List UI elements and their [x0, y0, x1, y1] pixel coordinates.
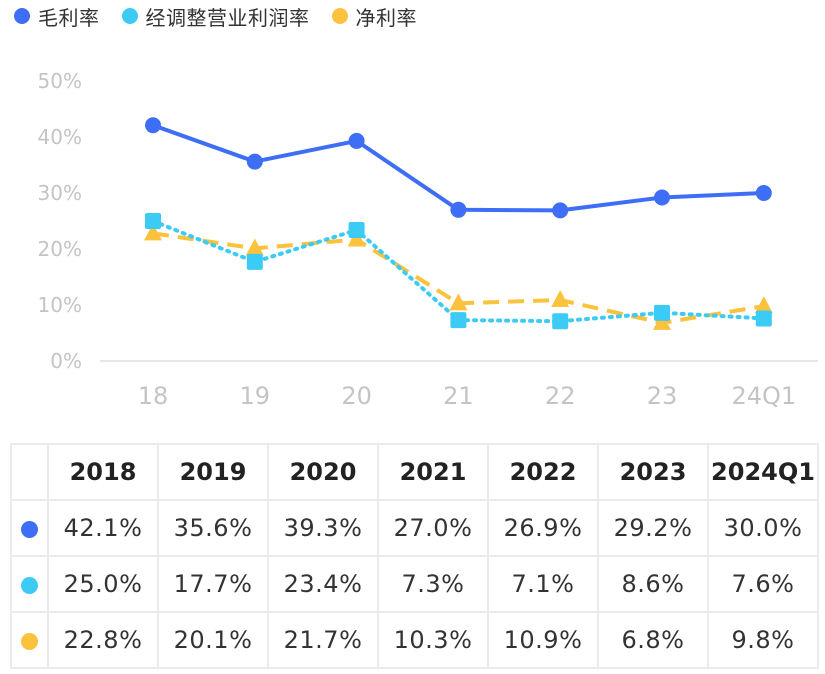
table-cell: 26.9%	[487, 499, 599, 557]
line-chart: 0% 10% 20% 30% 40% 50% 18 19 20 21 22 23 24Q1	[38, 69, 818, 410]
legend-marker-adjusted-op-margin	[121, 8, 138, 24]
legend-marker-gross-margin	[14, 8, 30, 24]
legend-label-net-margin: 净利率	[355, 5, 417, 30]
row-marker-dot	[21, 520, 38, 538]
table-cell: 8.6%	[597, 555, 709, 613]
table-cell: 10.9%	[487, 611, 599, 669]
data-point-circle	[755, 185, 772, 201]
x-tick-label: 20	[341, 382, 372, 410]
y-tick-label: 50%	[38, 69, 82, 93]
data-point-square	[145, 213, 161, 229]
table-header-2019: 2019	[157, 443, 269, 501]
table-cell: 6.8%	[597, 611, 709, 669]
chart-legend: 毛利率 经调整营业利润率 净利率	[14, 2, 439, 31]
row-marker-dot	[21, 632, 38, 650]
table-header-2024q1: 2024Q1	[707, 443, 819, 501]
table-cell: 17.7%	[157, 555, 269, 613]
data-point-square	[654, 304, 670, 321]
table-cell: 22.8%	[47, 611, 159, 669]
legend-marker-net-margin	[331, 8, 348, 24]
table-cell: 42.1%	[47, 499, 159, 557]
x-tick-label: 18	[138, 382, 169, 410]
table-header-2022: 2022	[487, 443, 599, 501]
table-cell: 7.3%	[377, 555, 489, 613]
data-point-triangle	[245, 238, 264, 256]
data-point-circle	[246, 153, 263, 170]
data-point-triangle	[754, 296, 773, 314]
data-point-square	[755, 310, 772, 327]
data-point-circle	[552, 202, 569, 219]
data-point-triangle	[347, 229, 366, 247]
y-tick-label: 30%	[38, 181, 82, 205]
table-cell: 39.3%	[267, 499, 379, 557]
data-point-square	[246, 253, 263, 270]
x-tick-label: 22	[545, 382, 576, 410]
table-row-gross-margin: 42.1% 35.6% 39.3% 27.0% 26.9% 29.2% 30.0…	[10, 499, 819, 557]
table-cell: 35.6%	[157, 499, 269, 557]
data-point-circle	[145, 117, 161, 134]
table-cell: 23.4%	[267, 555, 379, 613]
table-header-row: 2018 2019 2020 2021 2022 2023 2024Q1	[10, 443, 819, 501]
table-corner-cell	[10, 443, 49, 501]
y-tick-label: 10%	[38, 293, 82, 317]
data-point-circle	[654, 189, 670, 206]
table-cell: 10.3%	[377, 611, 489, 669]
legend-item-gross-margin[interactable]: 毛利率	[14, 2, 100, 31]
legend-label-adjusted-op-margin: 经调整营业利润率	[145, 5, 310, 30]
table-cell: 9.8%	[707, 611, 819, 669]
y-tick-label: 40%	[38, 125, 82, 149]
table-cell: 21.7%	[267, 611, 379, 669]
data-point-square	[450, 312, 467, 329]
table-cell: 20.1%	[157, 611, 269, 669]
data-point-square	[348, 221, 365, 238]
table-cell: 7.1%	[487, 555, 599, 613]
table-row-marker-cell	[10, 611, 49, 669]
data-point-triangle	[144, 223, 162, 241]
table-cell: 25.0%	[47, 555, 159, 613]
table-cell: 30.0%	[707, 499, 819, 557]
data-table: 2018 2019 2020 2021 2022 2023 2024Q1 42.…	[10, 443, 819, 669]
table-row-marker-cell	[10, 555, 49, 613]
table-row-net-margin: 22.8% 20.1% 21.7% 10.3% 10.9% 6.8% 9.8%	[10, 611, 819, 669]
table-cell: 7.6%	[707, 555, 819, 613]
x-tick-label: 23	[647, 382, 678, 410]
table-cell: 27.0%	[377, 499, 489, 557]
legend-item-adjusted-op-margin[interactable]: 经调整营业利润率	[121, 2, 310, 31]
data-point-triangle	[653, 312, 671, 330]
row-marker-dot	[21, 576, 38, 594]
table-header-2018: 2018	[47, 443, 159, 501]
data-point-circle	[450, 201, 467, 218]
data-point-square	[552, 313, 569, 330]
table-header-2023: 2023	[597, 443, 709, 501]
x-tick-label: 21	[443, 382, 474, 410]
data-point-circle	[348, 132, 365, 149]
table-row-adjusted-op-margin: 25.0% 17.7% 23.4% 7.3% 7.1% 8.6% 7.6%	[10, 555, 819, 613]
legend-label-gross-margin: 毛利率	[38, 5, 100, 30]
table-header-2021: 2021	[377, 443, 489, 501]
y-tick-label: 0%	[50, 349, 82, 373]
series-line-0	[152, 123, 764, 213]
table-header-2020: 2020	[267, 443, 379, 501]
x-tick-label: 24Q1	[731, 382, 796, 410]
y-tick-label: 20%	[38, 237, 82, 261]
table-row-marker-cell	[10, 499, 49, 557]
table-cell: 29.2%	[597, 499, 709, 557]
x-tick-label: 19	[240, 382, 271, 410]
data-point-triangle	[551, 289, 570, 307]
data-point-triangle	[449, 293, 468, 311]
legend-item-net-margin[interactable]: 净利率	[331, 2, 418, 31]
